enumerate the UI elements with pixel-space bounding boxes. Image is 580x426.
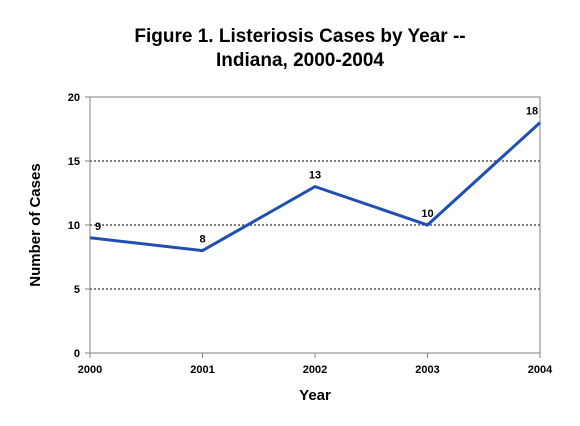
y-axis-ticks: 0 5 10 15 20: [68, 92, 90, 360]
x-axis-title: Year: [299, 387, 331, 404]
x-tick-label: 2001: [190, 364, 214, 376]
grid-lines: [90, 160, 540, 290]
data-label: 8: [199, 234, 205, 246]
x-axis-ticks: 2000 2001 2002 2003 2004: [78, 353, 553, 376]
data-label: 10: [421, 208, 433, 220]
chart-title-line-1: Figure 1. Listeriosis Cases by Year --: [134, 26, 465, 47]
y-tick-label: 20: [68, 92, 80, 104]
y-axis-title: Number of Cases: [27, 163, 44, 286]
series-line: [89, 121, 542, 253]
y-tick-label: 15: [68, 156, 80, 168]
data-label: 13: [309, 170, 321, 182]
y-tick-label: 10: [68, 220, 80, 232]
y-tick-label: 5: [74, 284, 80, 296]
x-tick-label: 2002: [303, 364, 327, 376]
x-tick-label: 2000: [78, 364, 102, 376]
x-tick-label: 2003: [415, 364, 439, 376]
x-tick-label: 2004: [528, 364, 553, 376]
y-tick-label: 0: [74, 348, 80, 360]
data-label: 9: [95, 221, 101, 233]
chart-title-line-2: Indiana, 2000-2004: [216, 50, 384, 71]
series: [89, 121, 542, 253]
data-label: 18: [526, 106, 538, 118]
data-labels: 9 8 13 10 18: [95, 106, 538, 246]
